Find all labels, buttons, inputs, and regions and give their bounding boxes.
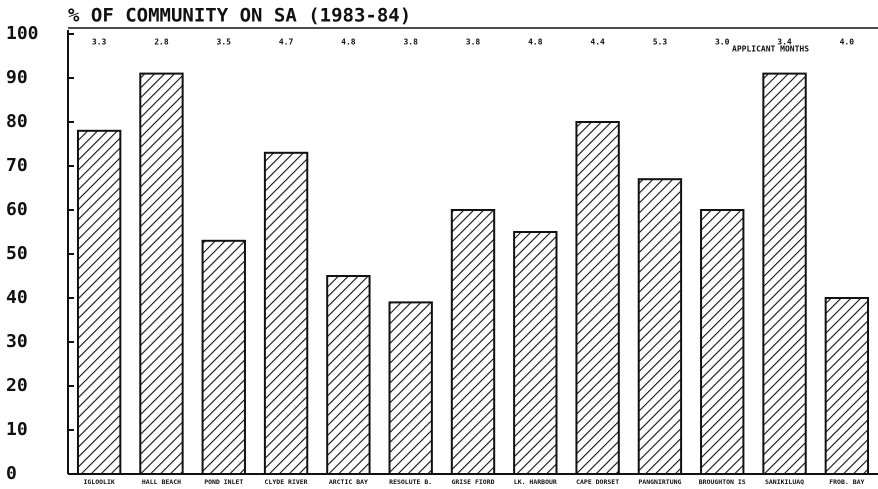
bar [388, 301, 433, 475]
y-tick-label: 0 [6, 463, 17, 484]
x-tick-label: IGLOOLIK [83, 478, 114, 486]
x-tick-label: FROB. BAY [829, 478, 864, 486]
x-tick-label: GRISE FIORD [451, 478, 494, 486]
applicant-months: 3.4 [777, 38, 792, 47]
applicant-months: 3.0 [715, 38, 730, 47]
bar [575, 121, 620, 475]
x-tick-label: CAPE DORSET [576, 478, 619, 486]
bar [139, 72, 184, 475]
y-tick-label: 100 [6, 23, 39, 44]
y-tick-label: 30 [6, 331, 28, 352]
applicant-months: 4.8 [341, 38, 356, 47]
x-tick-label: BROUGHTON IS [699, 478, 746, 486]
applicant-months: 2.8 [154, 38, 169, 47]
applicant-months: 3.8 [403, 38, 418, 47]
bar [76, 129, 122, 476]
bar [513, 231, 558, 475]
bar [326, 275, 371, 475]
x-tick-label: PANGNIRTUNG [638, 478, 681, 486]
applicant-months: 3.3 [92, 38, 107, 47]
x-tick-label: RESOLUTE B. [389, 478, 432, 486]
y-tick-label: 80 [6, 111, 28, 132]
applicant-months: 5.3 [653, 38, 668, 47]
chart-title: % OF COMMUNITY ON SA (1983-84) [68, 5, 411, 27]
y-tick-label: 90 [6, 67, 28, 88]
y-tick-label: 50 [6, 243, 28, 264]
y-tick-label: 10 [6, 419, 28, 440]
x-tick-label: HALL BEACH [142, 478, 181, 486]
bar [824, 297, 870, 475]
applicant-months: 4.7 [279, 38, 294, 47]
x-tick-label: ARCTIC BAY [329, 478, 368, 486]
applicant-months: 4.0 [840, 38, 855, 47]
x-tick-label: POND INLET [204, 478, 243, 486]
y-tick-label: 40 [6, 287, 28, 308]
bar [700, 209, 745, 475]
bar [762, 72, 807, 475]
applicant-months: 4.8 [528, 38, 543, 47]
bar [201, 239, 246, 475]
applicant-months: 3.8 [466, 38, 481, 47]
y-tick-label: 20 [6, 375, 28, 396]
x-tick-label: SANIKILUAQ [765, 478, 804, 486]
bar [263, 151, 309, 476]
x-tick-label: LK. HARBOUR [514, 478, 557, 486]
applicant-months: 3.5 [217, 38, 232, 47]
annotation: APPLICANT MONTHS [732, 45, 809, 54]
y-tick-label: 70 [6, 155, 28, 176]
bar [637, 178, 683, 475]
x-tick-label: CLYDE RIVER [265, 478, 308, 486]
bar [450, 209, 496, 475]
y-tick-label: 60 [6, 199, 28, 220]
applicant-months: 4.4 [590, 38, 605, 47]
